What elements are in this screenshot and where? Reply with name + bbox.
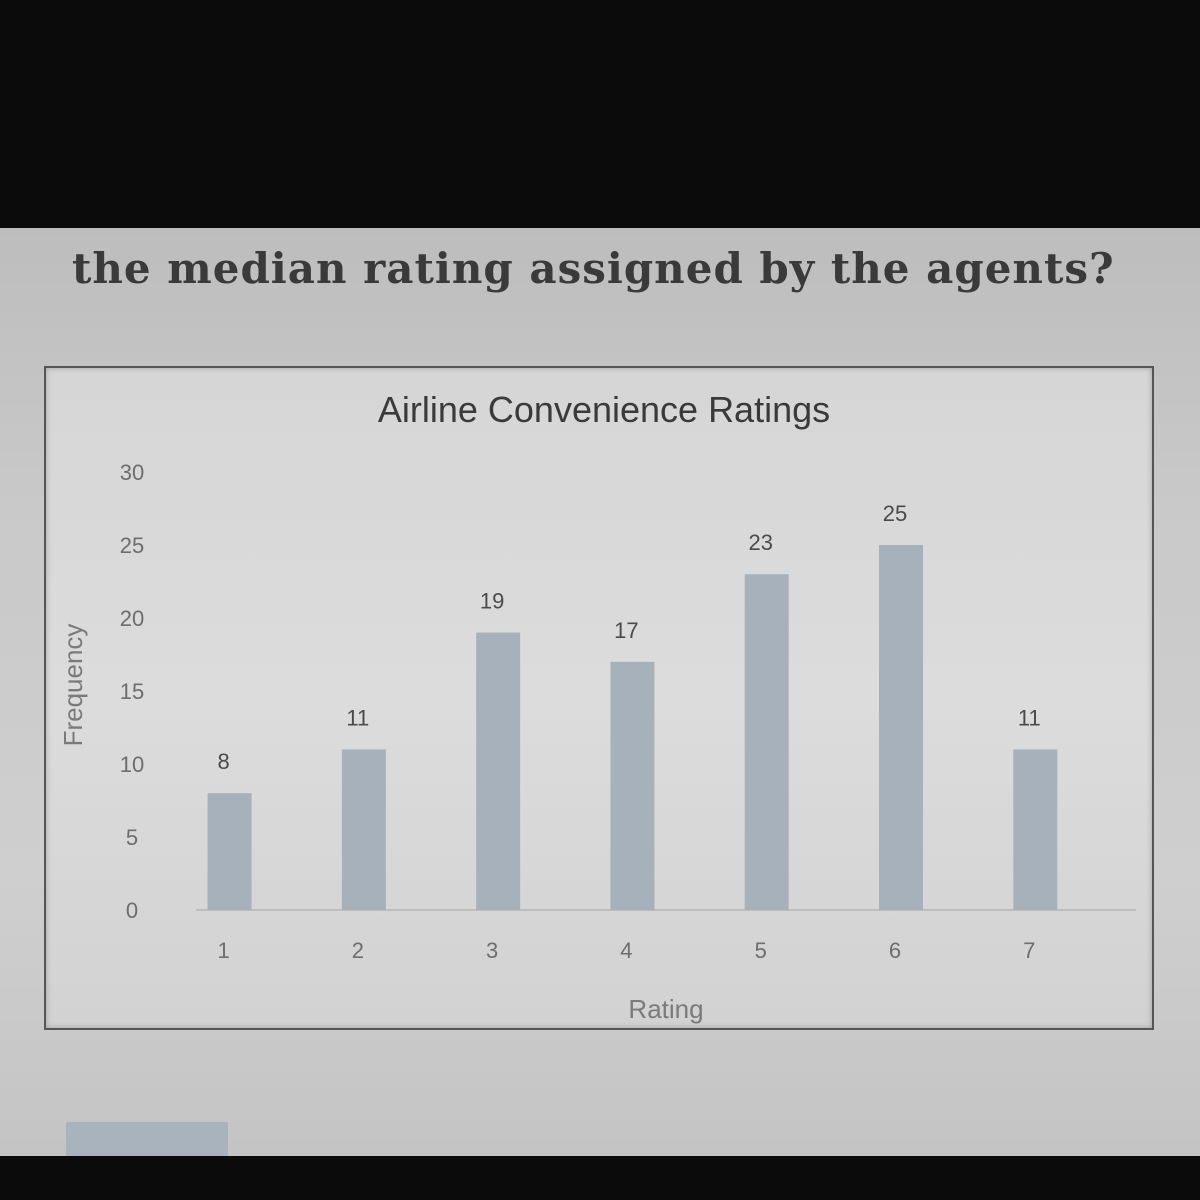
x-axis-ticks: 1 2 3 4 5 6 7 <box>217 938 1035 963</box>
x-tick-label: 7 <box>1023 938 1035 963</box>
y-axis-label: Frequency <box>58 624 88 747</box>
y-tick-label: 30 <box>120 460 144 485</box>
y-tick-label: 20 <box>120 606 144 631</box>
y-tick-label: 25 <box>120 533 144 558</box>
bar-value-label: 17 <box>614 618 638 643</box>
bar <box>610 661 655 910</box>
bars: 8 11 19 17 23 25 11 <box>207 501 1058 910</box>
x-axis-label: Rating <box>628 994 703 1024</box>
bar <box>744 574 789 910</box>
bar-value-label: 19 <box>480 589 504 614</box>
bar-value-label: 11 <box>1018 705 1041 730</box>
screen: the median rating assigned by the agents… <box>0 228 1200 1156</box>
y-axis-ticks: 0 5 10 15 20 25 30 <box>120 460 144 923</box>
y-tick-label: 10 <box>120 752 144 777</box>
x-tick-label: 2 <box>352 938 364 963</box>
bar-value-label: 23 <box>748 530 772 555</box>
bar <box>879 545 923 910</box>
partially-visible-button[interactable] <box>66 1122 228 1156</box>
chart-title: Airline Convenience Ratings <box>378 389 830 430</box>
question-text: the median rating assigned by the agents… <box>72 244 1115 293</box>
x-tick-label: 4 <box>620 938 632 963</box>
bar <box>341 749 386 910</box>
bar <box>476 632 521 910</box>
x-tick-label: 5 <box>755 938 767 963</box>
bar-value-label: 8 <box>217 749 229 774</box>
chart-frame: Airline Convenience Ratings Frequency Ra… <box>44 366 1154 1030</box>
y-tick-label: 5 <box>126 825 138 850</box>
chart: Airline Convenience Ratings Frequency Ra… <box>58 389 1136 1024</box>
bar <box>207 793 252 910</box>
x-tick-label: 1 <box>217 938 229 963</box>
bar-value-label: 25 <box>883 501 907 526</box>
x-tick-label: 6 <box>889 938 901 963</box>
bar-value-label: 11 <box>346 705 369 730</box>
bar <box>1013 749 1058 910</box>
y-tick-label: 0 <box>126 898 138 923</box>
y-tick-label: 15 <box>120 679 144 704</box>
x-tick-label: 3 <box>486 938 498 963</box>
